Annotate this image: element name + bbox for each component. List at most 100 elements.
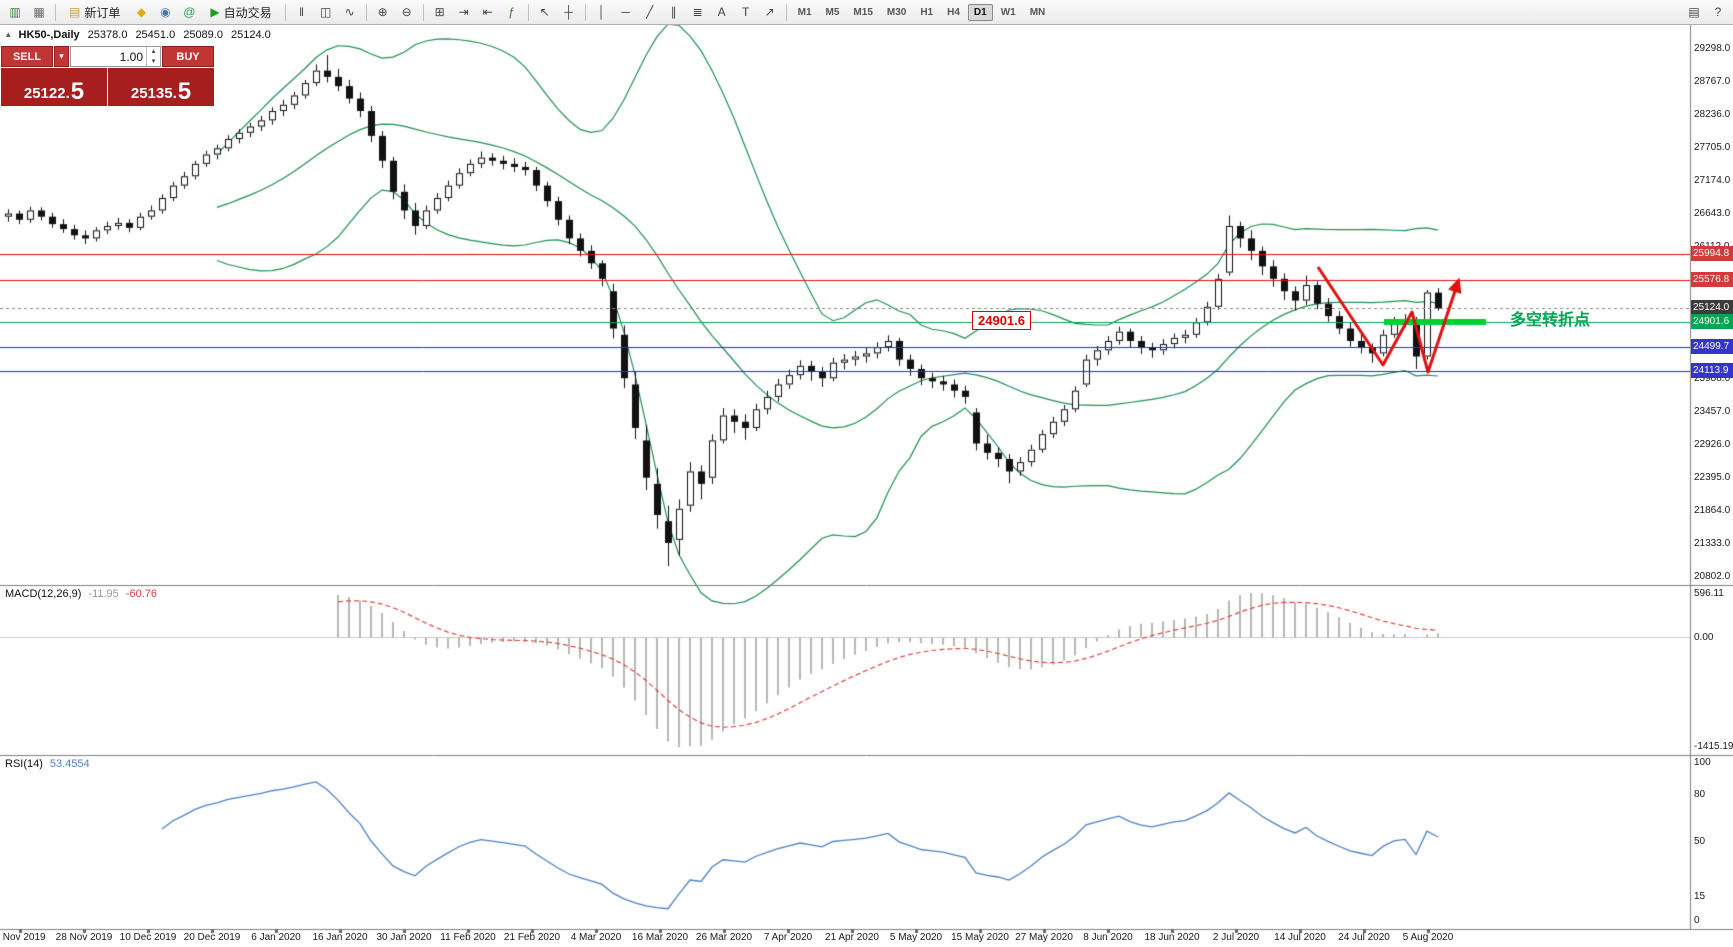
auto-trading-icon: ▶ [210,5,220,19]
volume-value[interactable]: 1.00 [119,49,143,64]
macd-main-value: -11.95 [88,588,119,600]
macd-scale-label: 0.00 [1694,631,1714,643]
horizontal-line-icon[interactable]: ─ [615,1,637,23]
timeframe-m5[interactable]: M5 [825,6,840,18]
timeframe-w1[interactable]: W1 [1000,6,1016,18]
date-label: 21 Feb 2020 [503,932,561,943]
level-price-tag: 24113.9 [1691,363,1733,379]
level-price-tag: 25994.8 [1691,246,1733,262]
candlestick-chart-icon[interactable]: ◫ [315,1,337,23]
zoom-in-icon: ⊕ [377,5,388,19]
shapes-icon[interactable]: ↗ [759,1,781,23]
new-chart-icon[interactable]: ▥ [4,1,26,23]
macd-scale-label: -1415.19 [1694,741,1733,752]
text-icon[interactable]: A [711,1,733,23]
price-scale-label: 28236.0 [1694,109,1731,120]
macd-label: MACD(12,26,9) -11.95 -60.76 [5,588,157,600]
cursor-icon[interactable]: ↖ [534,1,556,23]
line-chart-icon[interactable]: ∿ [339,1,361,23]
rsi-scale-label: 0 [1694,915,1700,926]
profiles-icon[interactable]: ▦ [28,1,50,23]
buy-price-box[interactable]: 25135. 5 [108,68,214,106]
timeframe-mn[interactable]: MN [1029,6,1046,18]
metaeditor-icon[interactable]: ◆ [130,1,152,23]
text-icon: A [717,5,726,19]
price-scale-label: 20802.0 [1694,571,1731,582]
bar-chart-icon: ‖ [299,5,305,19]
candlestick-chart-icon: ◫ [319,5,332,19]
trendline-icon: ╱ [645,5,654,19]
date-label: 5 May 2020 [889,932,943,943]
crosshair-icon: ┼ [564,5,573,19]
crosshair-icon[interactable]: ┼ [558,1,580,23]
spin-up-icon[interactable]: ▴ [151,48,156,56]
level-price-tag: 24499.7 [1691,339,1733,355]
date-label: 24 Jul 2020 [1338,932,1390,943]
fibonacci-icon[interactable]: ≣ [687,1,709,23]
label-icon[interactable]: T [735,1,757,23]
help-icon[interactable]: ? [1707,1,1729,23]
channel-icon: ∥ [670,5,677,19]
bar-chart-icon[interactable]: ‖ [291,1,313,23]
community-icon: @ [183,5,196,19]
level-price-tag: 25124.0 [1691,300,1733,316]
vertical-line-icon[interactable]: │ [591,1,613,23]
toolbar-separator [365,3,367,21]
new-order-icon: ▤ [69,5,81,19]
trendline-icon[interactable]: ╱ [639,1,661,23]
toolbar-separator [584,3,586,21]
date-label: 18 Jun 2020 [1144,932,1200,943]
date-label: 26 Mar 2020 [695,932,753,943]
chart-shift-icon[interactable]: ⇤ [477,1,499,23]
terminal-icon[interactable]: ◉ [154,1,176,23]
help-icon: ? [1714,5,1722,19]
timeframe-m30[interactable]: M30 [886,6,907,18]
new-chart-icon: ▥ [9,5,21,19]
ohlc-high: 25451.0 [135,29,176,41]
order-options-dropdown[interactable]: ▾ [54,46,69,67]
channel-icon[interactable]: ∥ [663,1,685,23]
new-order-button[interactable]: ▤ 新订单 [61,1,128,23]
toolbar-separator [55,3,56,21]
volume-input[interactable]: 1.00 ▴ ▾ [70,46,161,67]
rsi-scale-label: 100 [1694,757,1711,768]
volume-stepper[interactable]: ▴ ▾ [146,47,160,66]
timeframe-m15[interactable]: M15 [853,6,873,18]
auto-scroll-icon[interactable]: ⇥ [453,1,475,23]
chart-symbol-icon: ▴ [6,29,11,39]
sell-price-big-digit: 5 [70,77,85,105]
macd-name: MACD(12,26,9) [5,588,82,600]
timeframe-h1[interactable]: H1 [920,6,934,18]
pivot-note[interactable]: 多空转折点 [1510,312,1591,329]
metaeditor-icon: ◆ [136,5,146,19]
community-icon[interactable]: @ [178,1,200,23]
timeframe-h4[interactable]: H4 [947,6,960,18]
toolbar-separator [422,3,424,21]
print-icon: ▤ [1688,5,1700,19]
zoom-out-icon[interactable]: ⊖ [396,1,418,23]
auto-trading-button[interactable]: ▶ 自动交易 [202,1,279,23]
spin-down-icon[interactable]: ▾ [151,57,156,65]
date-label: 8 Nov 2019 [0,932,46,943]
rsi-scale-label: 80 [1694,788,1706,800]
price-scale-label: 29298.0 [1694,43,1731,54]
timeframe-m1[interactable]: M1 [797,6,812,18]
timeframe-d1[interactable]: D1 [967,3,993,21]
price-callout[interactable]: 24901.6 [972,311,1031,330]
rsi-name: RSI(14) [5,758,43,770]
print-icon[interactable]: ▤ [1683,1,1705,23]
zoom-in-icon[interactable]: ⊕ [372,1,394,23]
buy-button[interactable]: BUY [162,46,214,67]
tile-windows-icon[interactable]: ⊞ [429,1,451,23]
price-scale-label: 28767.0 [1694,76,1731,87]
date-label: 7 Apr 2020 [763,932,813,943]
vertical-line-icon: │ [597,5,606,19]
toolbar-separator [284,3,286,21]
toolbar-timeframes: M1 M5 M15 M30 H1 H4 D1 W1 MN [792,3,1052,21]
sell-button[interactable]: SELL [1,46,53,67]
sell-price-box[interactable]: 25122. 5 [1,68,107,106]
date-label: 30 Jan 2020 [376,932,432,943]
zoom-out-icon: ⊖ [401,5,412,19]
indicators-icon[interactable]: ƒ [501,1,523,23]
